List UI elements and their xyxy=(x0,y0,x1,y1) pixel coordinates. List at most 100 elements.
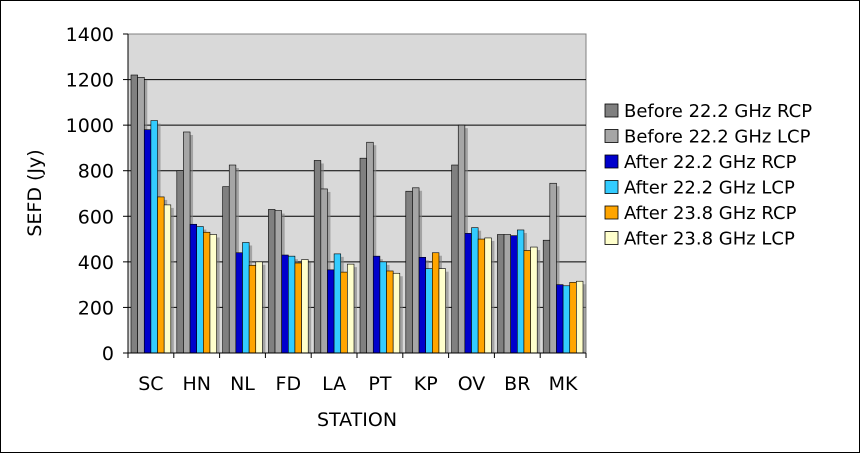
bar xyxy=(320,188,328,354)
bar xyxy=(503,234,511,354)
legend-label: After 23.8 GHz LCP xyxy=(624,229,795,250)
legend-label: Before 22.2 GHz LCP xyxy=(624,127,811,148)
x-tick-label: HN xyxy=(182,373,211,395)
bar xyxy=(137,76,145,354)
y-tick-label: 0 xyxy=(102,343,114,365)
x-tick-label: BR xyxy=(504,373,530,395)
y-axis-title: SEFD (Jy) xyxy=(24,149,46,236)
bar xyxy=(432,252,440,354)
legend-swatch xyxy=(604,154,619,169)
legend-swatch xyxy=(604,180,619,194)
bar xyxy=(228,164,237,354)
x-tick-label: SC xyxy=(138,373,163,395)
bar xyxy=(327,269,335,354)
legend-label: After 23.8 GHz RCP xyxy=(624,203,797,224)
bar xyxy=(366,141,374,354)
bar xyxy=(405,190,413,354)
legend-item: After 22.2 GHz RCP xyxy=(604,152,797,173)
bar xyxy=(549,182,557,354)
bar xyxy=(425,268,433,354)
y-tick-labels: 0 200 400 600 800 1000 1200 1400 xyxy=(66,24,114,365)
bar xyxy=(157,196,165,354)
bar xyxy=(386,270,394,354)
bar xyxy=(438,268,446,354)
bar xyxy=(392,272,401,354)
bar xyxy=(235,252,243,354)
bar xyxy=(372,255,381,354)
bar xyxy=(163,204,172,354)
bar xyxy=(556,284,564,354)
x-tick-label: KP xyxy=(414,373,438,395)
y-tick-label: 200 xyxy=(78,297,114,319)
legend: Before 22.2 GHz RCP Before 22.2 GHz LCP Af… xyxy=(604,101,812,250)
bar xyxy=(209,234,217,354)
bar xyxy=(477,238,486,354)
x-tick-label: PT xyxy=(368,373,391,395)
bar xyxy=(333,253,342,354)
bar xyxy=(294,262,302,354)
bar xyxy=(471,227,479,354)
bar xyxy=(281,254,289,354)
bar xyxy=(530,246,538,354)
bar xyxy=(176,170,184,354)
bar xyxy=(542,239,551,354)
bar xyxy=(183,131,191,354)
bar xyxy=(379,261,387,354)
bar xyxy=(523,250,531,354)
bar xyxy=(340,271,348,354)
bar xyxy=(196,226,204,354)
bar xyxy=(510,235,518,354)
bar xyxy=(313,160,322,354)
bar xyxy=(484,237,492,354)
legend-label: After 22.2 GHz RCP xyxy=(624,152,797,173)
bar xyxy=(412,187,420,354)
bar xyxy=(150,120,158,354)
bar xyxy=(143,129,152,354)
x-tick-label: NL xyxy=(230,373,255,395)
bar xyxy=(248,264,257,354)
bar xyxy=(203,231,211,354)
bar xyxy=(222,186,230,354)
legend-item: After 22.2 GHz LCP xyxy=(604,178,795,199)
bar xyxy=(576,280,584,354)
y-tick-label: 800 xyxy=(78,161,114,183)
y-tick-label: 1000 xyxy=(66,115,114,137)
bar xyxy=(287,255,296,354)
bar xyxy=(359,157,367,354)
y-tick-label: 1400 xyxy=(66,24,114,46)
x-tick-labels: SC HN NL FD LA PT KP OV BR MK xyxy=(138,373,578,395)
legend-item: Before 22.2 GHz RCP xyxy=(604,101,812,122)
bar xyxy=(274,210,282,354)
legend-swatch xyxy=(604,103,619,118)
bar xyxy=(457,124,466,354)
legend-swatch xyxy=(604,129,619,143)
bar xyxy=(464,233,472,354)
x-tick-label: FD xyxy=(276,373,302,395)
legend-label: After 22.2 GHz LCP xyxy=(624,178,795,199)
x-axis-title: STATION xyxy=(317,409,397,431)
bar xyxy=(268,209,276,354)
bar xyxy=(347,263,355,354)
bar xyxy=(418,256,427,354)
x-tick-label: LA xyxy=(322,373,346,395)
bar xyxy=(242,242,250,354)
bar xyxy=(130,74,138,354)
legend-item: Before 22.2 GHz LCP xyxy=(604,127,811,148)
bar xyxy=(562,285,571,354)
axes-group xyxy=(123,33,587,358)
bar xyxy=(451,164,459,354)
bars-group xyxy=(130,74,586,354)
bar xyxy=(516,229,525,354)
y-tick-label: 400 xyxy=(78,252,114,274)
x-tick-label: MK xyxy=(549,373,578,395)
bar xyxy=(569,282,577,354)
legend-label: Before 22.2 GHz RCP xyxy=(624,101,812,122)
bar xyxy=(189,223,197,354)
legend-item: After 23.8 GHz LCP xyxy=(604,229,795,250)
legend-swatch xyxy=(604,205,619,220)
legend-item: After 23.8 GHz RCP xyxy=(604,203,797,224)
bar xyxy=(255,261,263,354)
x-tick-label: OV xyxy=(458,373,486,395)
